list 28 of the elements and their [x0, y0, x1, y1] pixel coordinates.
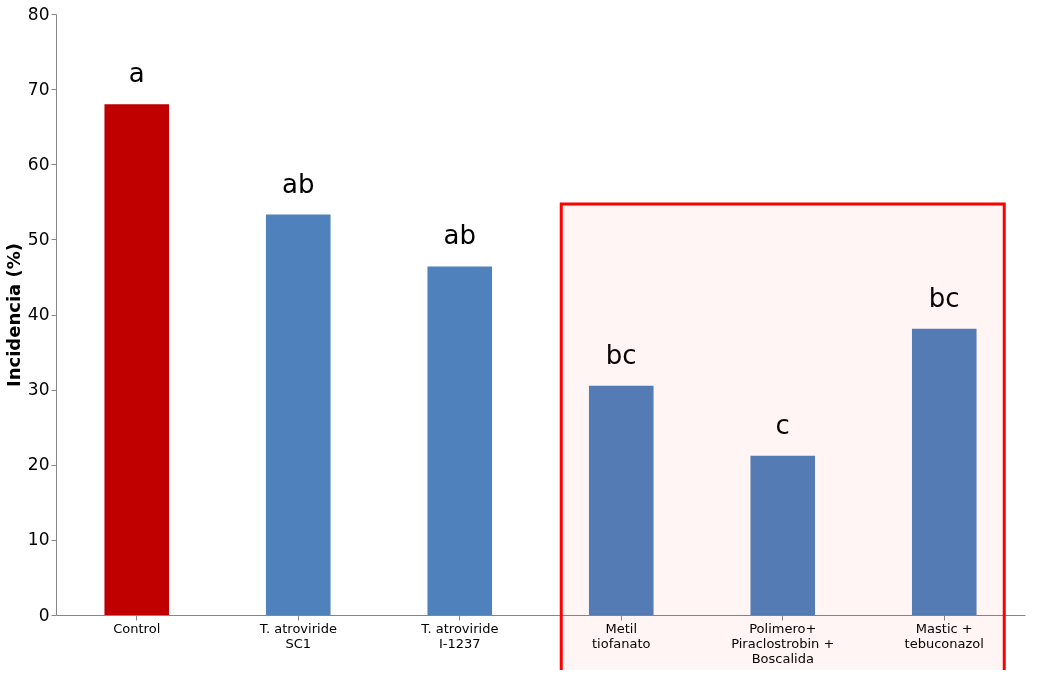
- x-tick-label: Polimero+ Piraclostrobin + Boscalida: [731, 620, 835, 666]
- bar: [588, 385, 654, 615]
- annotation: bc: [928, 282, 960, 313]
- x-tick-label: Control: [113, 620, 161, 636]
- y-tick-label: 30: [27, 379, 50, 400]
- annotation: ab: [282, 168, 315, 199]
- y-tick-label: 70: [27, 78, 50, 99]
- bar: [750, 455, 816, 615]
- y-tick-label: 60: [27, 153, 50, 174]
- bar: [104, 104, 170, 615]
- y-tick-label: 0: [38, 604, 50, 625]
- y-tick-label: 80: [27, 3, 50, 24]
- y-tick-label: 50: [27, 228, 50, 249]
- annotation: c: [775, 409, 790, 440]
- bar: [911, 328, 977, 615]
- y-tick-label: 40: [27, 304, 50, 324]
- y-tick-label: 20: [27, 454, 50, 475]
- x-tick-label: Metil tiofanato: [592, 620, 651, 651]
- annotation: ab: [443, 220, 476, 251]
- bar: [265, 214, 331, 615]
- annotation: a: [128, 58, 145, 89]
- y-tick-label: 10: [27, 529, 50, 550]
- annotation: bc: [605, 339, 637, 370]
- y-axis-title: Incidencia (%): [2, 243, 24, 387]
- bar: [427, 266, 493, 615]
- x-tick-label: T. atroviride I-1237: [420, 620, 499, 651]
- x-tick-label: Mastic + tebuconazol: [904, 620, 984, 651]
- x-tick-label: T. atroviride SC1: [258, 620, 337, 651]
